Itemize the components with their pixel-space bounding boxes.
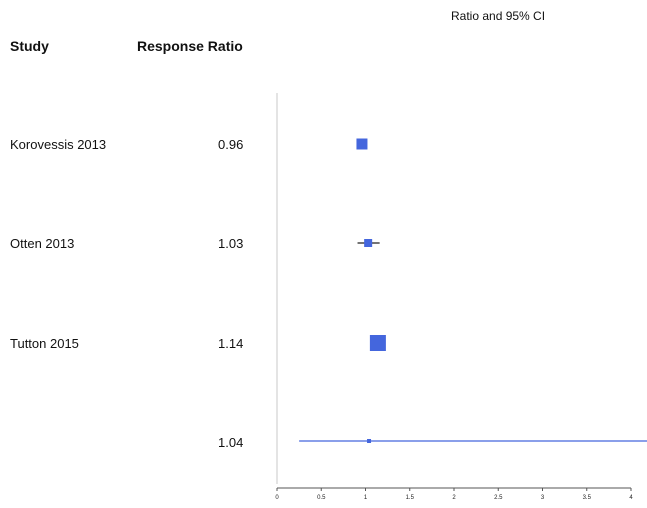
x-tick-label: 1.5 [406, 495, 415, 501]
ratio-value: 1.14 [218, 336, 244, 351]
effect-marker [369, 335, 386, 351]
effect-marker [364, 239, 373, 247]
ratio-value: 0.96 [218, 137, 244, 152]
effect-marker [356, 138, 368, 150]
ratio-value: 1.03 [218, 236, 244, 251]
x-tick-label: 0 [275, 495, 279, 501]
study-name: Tutton 2015 [10, 336, 79, 351]
x-tick-label: 2 [452, 495, 456, 501]
x-tick-label: 4 [629, 495, 633, 501]
study-name: Korovessis 2013 [10, 137, 107, 152]
x-tick-label: 3 [541, 495, 545, 501]
effect-marker [367, 439, 372, 443]
x-tick-label: 1 [364, 495, 368, 501]
x-tick-label: 0.5 [317, 495, 326, 501]
ratio-value: 1.04 [218, 435, 244, 450]
study-name: Otten 2013 [10, 236, 75, 251]
x-tick-label: 2.5 [494, 495, 503, 501]
x-tick-label: 3.5 [583, 495, 592, 501]
ci-column-header: Ratio and 95% CI [451, 9, 546, 23]
study-column-header: Study [10, 38, 49, 54]
ratio-column-header: Response Ratio [137, 38, 243, 54]
